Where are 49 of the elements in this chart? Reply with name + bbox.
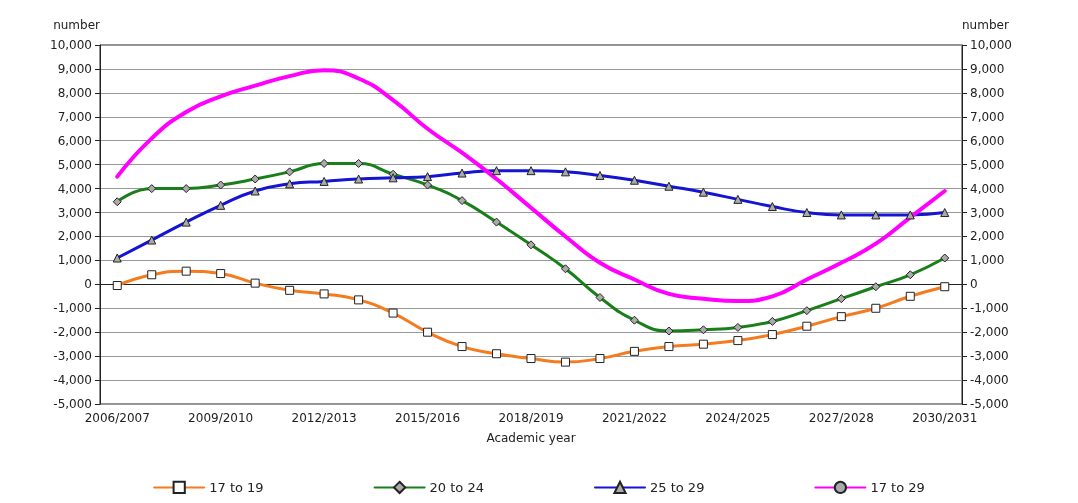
y-tick-label: -1,000 bbox=[53, 301, 92, 316]
y2-tick-label: 3,000 bbox=[970, 205, 1005, 220]
legend-label: 17 to 19 bbox=[209, 479, 264, 495]
y-tick-label: 0 bbox=[84, 277, 92, 292]
y2-tick-label: 10,000 bbox=[970, 38, 1012, 52]
legend-label: 25 to 29 bbox=[650, 479, 705, 495]
y-tick-label: 5,000 bbox=[57, 157, 92, 172]
y2-tick-label: 2,000 bbox=[970, 229, 1005, 244]
x-tick-label: 2021/2022 bbox=[601, 411, 667, 425]
y2-tick-label: 8,000 bbox=[970, 85, 1005, 100]
y2-tick-label: -1,000 bbox=[970, 301, 1009, 316]
y-tick-label: 8,000 bbox=[57, 85, 92, 100]
y2-tick-label: 5,000 bbox=[970, 157, 1005, 172]
y2-axis-title: number bbox=[962, 18, 1009, 32]
y2-tick-label: -5,000 bbox=[970, 397, 1009, 411]
line-series bbox=[115, 68, 947, 304]
y-tick-label: 4,000 bbox=[57, 181, 92, 196]
x-tick-label: 2030/2031 bbox=[912, 411, 978, 425]
y-tick-label: -2,000 bbox=[53, 325, 92, 340]
x-tick-label: 2012/2013 bbox=[291, 411, 357, 425]
x-tick-label: 2018/2019 bbox=[498, 411, 564, 425]
y-tick-label: -4,000 bbox=[53, 373, 92, 388]
y-tick-label: 9,000 bbox=[57, 61, 92, 76]
y-tick-label: 6,000 bbox=[57, 133, 92, 148]
y2-tick-label: 7,000 bbox=[970, 109, 1005, 124]
y-tick-label: -5,000 bbox=[53, 397, 92, 411]
y-tick-label: 10,000 bbox=[50, 38, 92, 52]
y2-tick-label: 0 bbox=[970, 277, 978, 292]
y-tick-label: 3,000 bbox=[57, 205, 92, 220]
x-tick-label: 2009/2010 bbox=[188, 411, 254, 425]
y2-tick-label: 1,000 bbox=[970, 253, 1005, 268]
y2-tick-label: 4,000 bbox=[970, 181, 1005, 196]
legend-label: 20 to 24 bbox=[429, 479, 485, 495]
y-tick-label: 2,000 bbox=[57, 229, 92, 244]
x-tick-label: 2027/2028 bbox=[808, 411, 874, 425]
y2-tick-label: -4,000 bbox=[970, 373, 1009, 388]
y2-tick-label: -2,000 bbox=[970, 325, 1009, 340]
x-tick-label: 2006/2007 bbox=[84, 411, 150, 425]
legend-label: 17 to 29 bbox=[870, 479, 925, 495]
x-axis-title: Academic year bbox=[486, 431, 576, 445]
y-axis-title: number bbox=[53, 18, 101, 32]
y-tick-label: 1,000 bbox=[57, 253, 92, 268]
y-tick-label: -3,000 bbox=[53, 349, 92, 364]
x-tick-label: 2015/2016 bbox=[395, 411, 461, 425]
y2-tick-label: 9,000 bbox=[970, 61, 1005, 76]
y2-tick-label: 6,000 bbox=[970, 133, 1005, 148]
x-tick-label: 2024/2025 bbox=[705, 411, 771, 425]
y-tick-label: 7,000 bbox=[57, 109, 92, 124]
y2-tick-label: -3,000 bbox=[970, 349, 1009, 364]
